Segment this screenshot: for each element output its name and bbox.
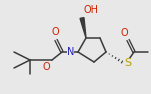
Polygon shape (80, 18, 86, 38)
Text: O: O (42, 62, 50, 72)
Text: O: O (51, 27, 59, 37)
Text: O: O (120, 28, 128, 38)
Text: N: N (67, 47, 74, 57)
Text: OH: OH (84, 5, 99, 15)
Text: S: S (124, 58, 131, 68)
